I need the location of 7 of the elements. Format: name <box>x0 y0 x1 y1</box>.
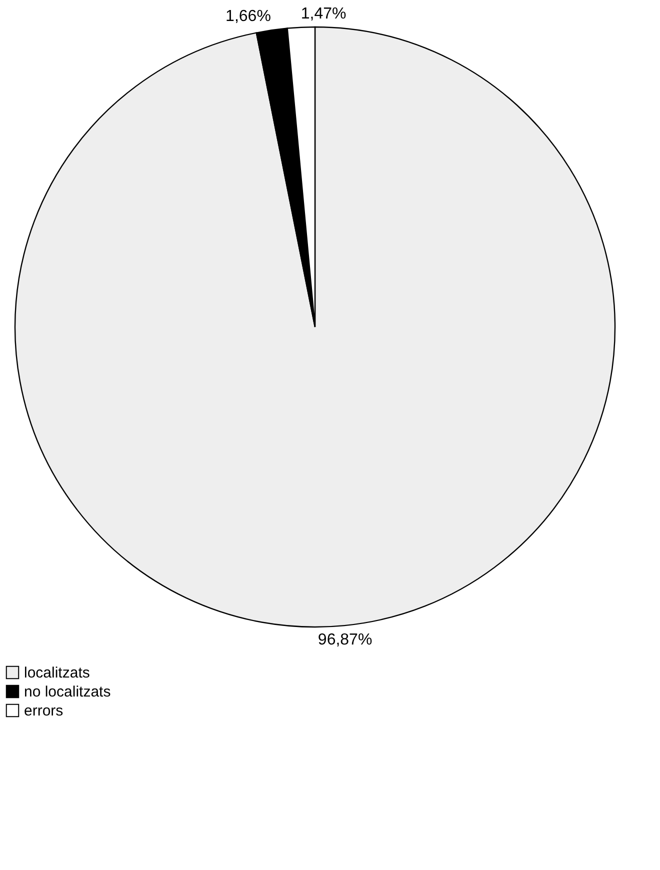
legend-label: errors <box>24 702 64 720</box>
data-label: 96,87% <box>318 632 372 649</box>
pie-slice <box>14 26 616 628</box>
data-label: 1,47% <box>300 5 346 22</box>
data-label: 1,66% <box>226 8 271 26</box>
legend-label: localitzats <box>24 664 90 682</box>
legend-label: no localitzats <box>24 684 111 700</box>
